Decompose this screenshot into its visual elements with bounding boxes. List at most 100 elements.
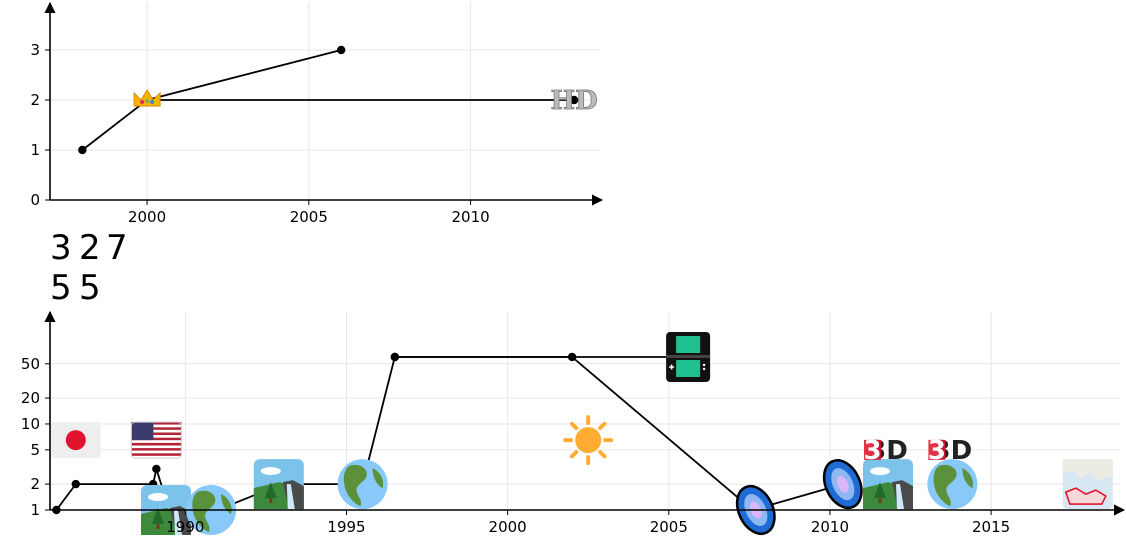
ds-hinge [666,355,711,358]
flag-stripe [131,427,182,430]
flag-stripe [131,445,182,449]
photo-cloud [870,467,890,476]
photo-trunk [269,498,273,504]
photo-waterfall [174,510,182,535]
y-tick-label: 5 [30,441,40,459]
photo-trunk [878,498,882,504]
photo-tree [152,508,164,524]
y-tick-label: 20 [21,389,40,407]
floating-number-row2-a: 5 [50,268,72,308]
data-point [78,145,87,155]
3d-logo-digit: 3 [863,436,881,466]
sun-ray [598,421,607,431]
x-tick-label: 2005 [290,208,328,226]
hd-logo-text: HD [551,86,598,116]
bottom-chart-markers: 3D3 3D3 [50,332,1113,536]
ds-top-screen [676,336,701,353]
sun-ray [569,421,579,431]
japan-flag-icon [50,422,101,459]
3d-logo-icon: 3D3 [863,436,907,466]
flag-stripe [131,437,182,441]
flag-stripe [131,435,182,438]
x-tick-label: 2005 [650,518,688,536]
nintendo-ds-icon [666,332,711,382]
y-tick-label: 1 [30,141,40,159]
sun-disc [575,427,602,454]
flag-stripe [131,455,182,459]
data-point [569,95,579,105]
map-highlight [1064,487,1107,505]
globe-americas-icon [337,459,388,510]
floating-number-row2-b: 5 [79,268,101,308]
sun-ray [569,450,579,459]
waterfall-photo-icon [253,459,304,510]
3d-logo-red [864,439,881,460]
x-tick-label: 2010 [811,518,849,536]
photo-waterfall [286,484,295,510]
x-tick-label: 1995 [327,518,365,536]
crown-gem [145,99,150,103]
top-chart-markers: HD [133,86,598,117]
photo-waterfall [896,484,904,510]
globe-land [933,464,957,507]
data-point [71,479,80,489]
flag-stripe [131,432,182,436]
ds-button [702,367,706,371]
globe-land [343,464,367,507]
europe-map-icon [1062,459,1113,510]
3d-logo-digit: 3 [928,436,946,466]
x-tick-label: 1990 [166,518,204,536]
top-chart-grid [50,2,600,201]
globe-land [192,490,216,532]
flag-border [130,421,182,459]
waterfall-photo-icon [141,485,191,535]
top-line-chart: HD 2000 2005 2010 0 1 2 3 [30,1,604,226]
x-tick-label: 2015 [972,518,1010,536]
bottom-line-chart: 3D3 3D3 1990 1995 2000 2005 2010 2015 1 2 5 10 20 50 [21,310,1126,536]
y-tick-label: 0 [30,191,40,209]
crown-body [133,89,161,107]
y-tick-label: 10 [21,415,40,433]
y-tick-label: 1 [30,501,40,519]
usa-flag-icon [130,421,182,459]
floating-number-row1-b: 2 [79,228,101,268]
bottom-chart-tick-labels: 1990 1995 2000 2005 2010 2015 1 2 5 10 20 50 [21,355,1010,536]
flag-stripe [131,429,182,433]
flag-sun [65,430,86,451]
flag-canton [131,422,154,441]
crown-icon [133,89,161,107]
hd-logo: HD [550,86,598,117]
crown-gem [140,100,145,104]
photo-tree [264,482,277,499]
galaxy-icon [822,459,863,510]
ds-dpad [669,364,675,370]
ds-bottom-screen [676,360,701,377]
flag-stripe [131,448,182,451]
globe-americas-icon [927,459,978,510]
photo-cloud [260,467,281,476]
data-point [336,45,346,55]
globe-land [221,494,232,514]
flag-stripe [131,442,182,446]
photo-tree [874,482,886,499]
data-point [152,464,161,474]
floating-numbers: 3 2 7 5 5 [50,228,128,308]
waterfall-photo-icon [863,459,913,510]
flag-stripe [131,453,182,456]
crown-gem [150,100,155,104]
galaxy-core [836,475,849,493]
y-tick-label: 2 [30,91,40,109]
sun-ray [598,450,607,459]
y-tick-label: 2 [30,475,40,493]
photo-cloud [148,493,168,501]
data-point [390,352,400,362]
photo-trunk [156,524,160,529]
sun-icon [563,415,614,466]
flag-stripe [131,440,182,443]
flag-stripe [131,424,182,428]
flag-stripe [131,450,182,454]
flag-stripe [131,422,182,425]
top-chart-tick-labels: 2000 2005 2010 0 1 2 3 [30,41,489,226]
floating-number-row1-c: 7 [106,228,128,268]
